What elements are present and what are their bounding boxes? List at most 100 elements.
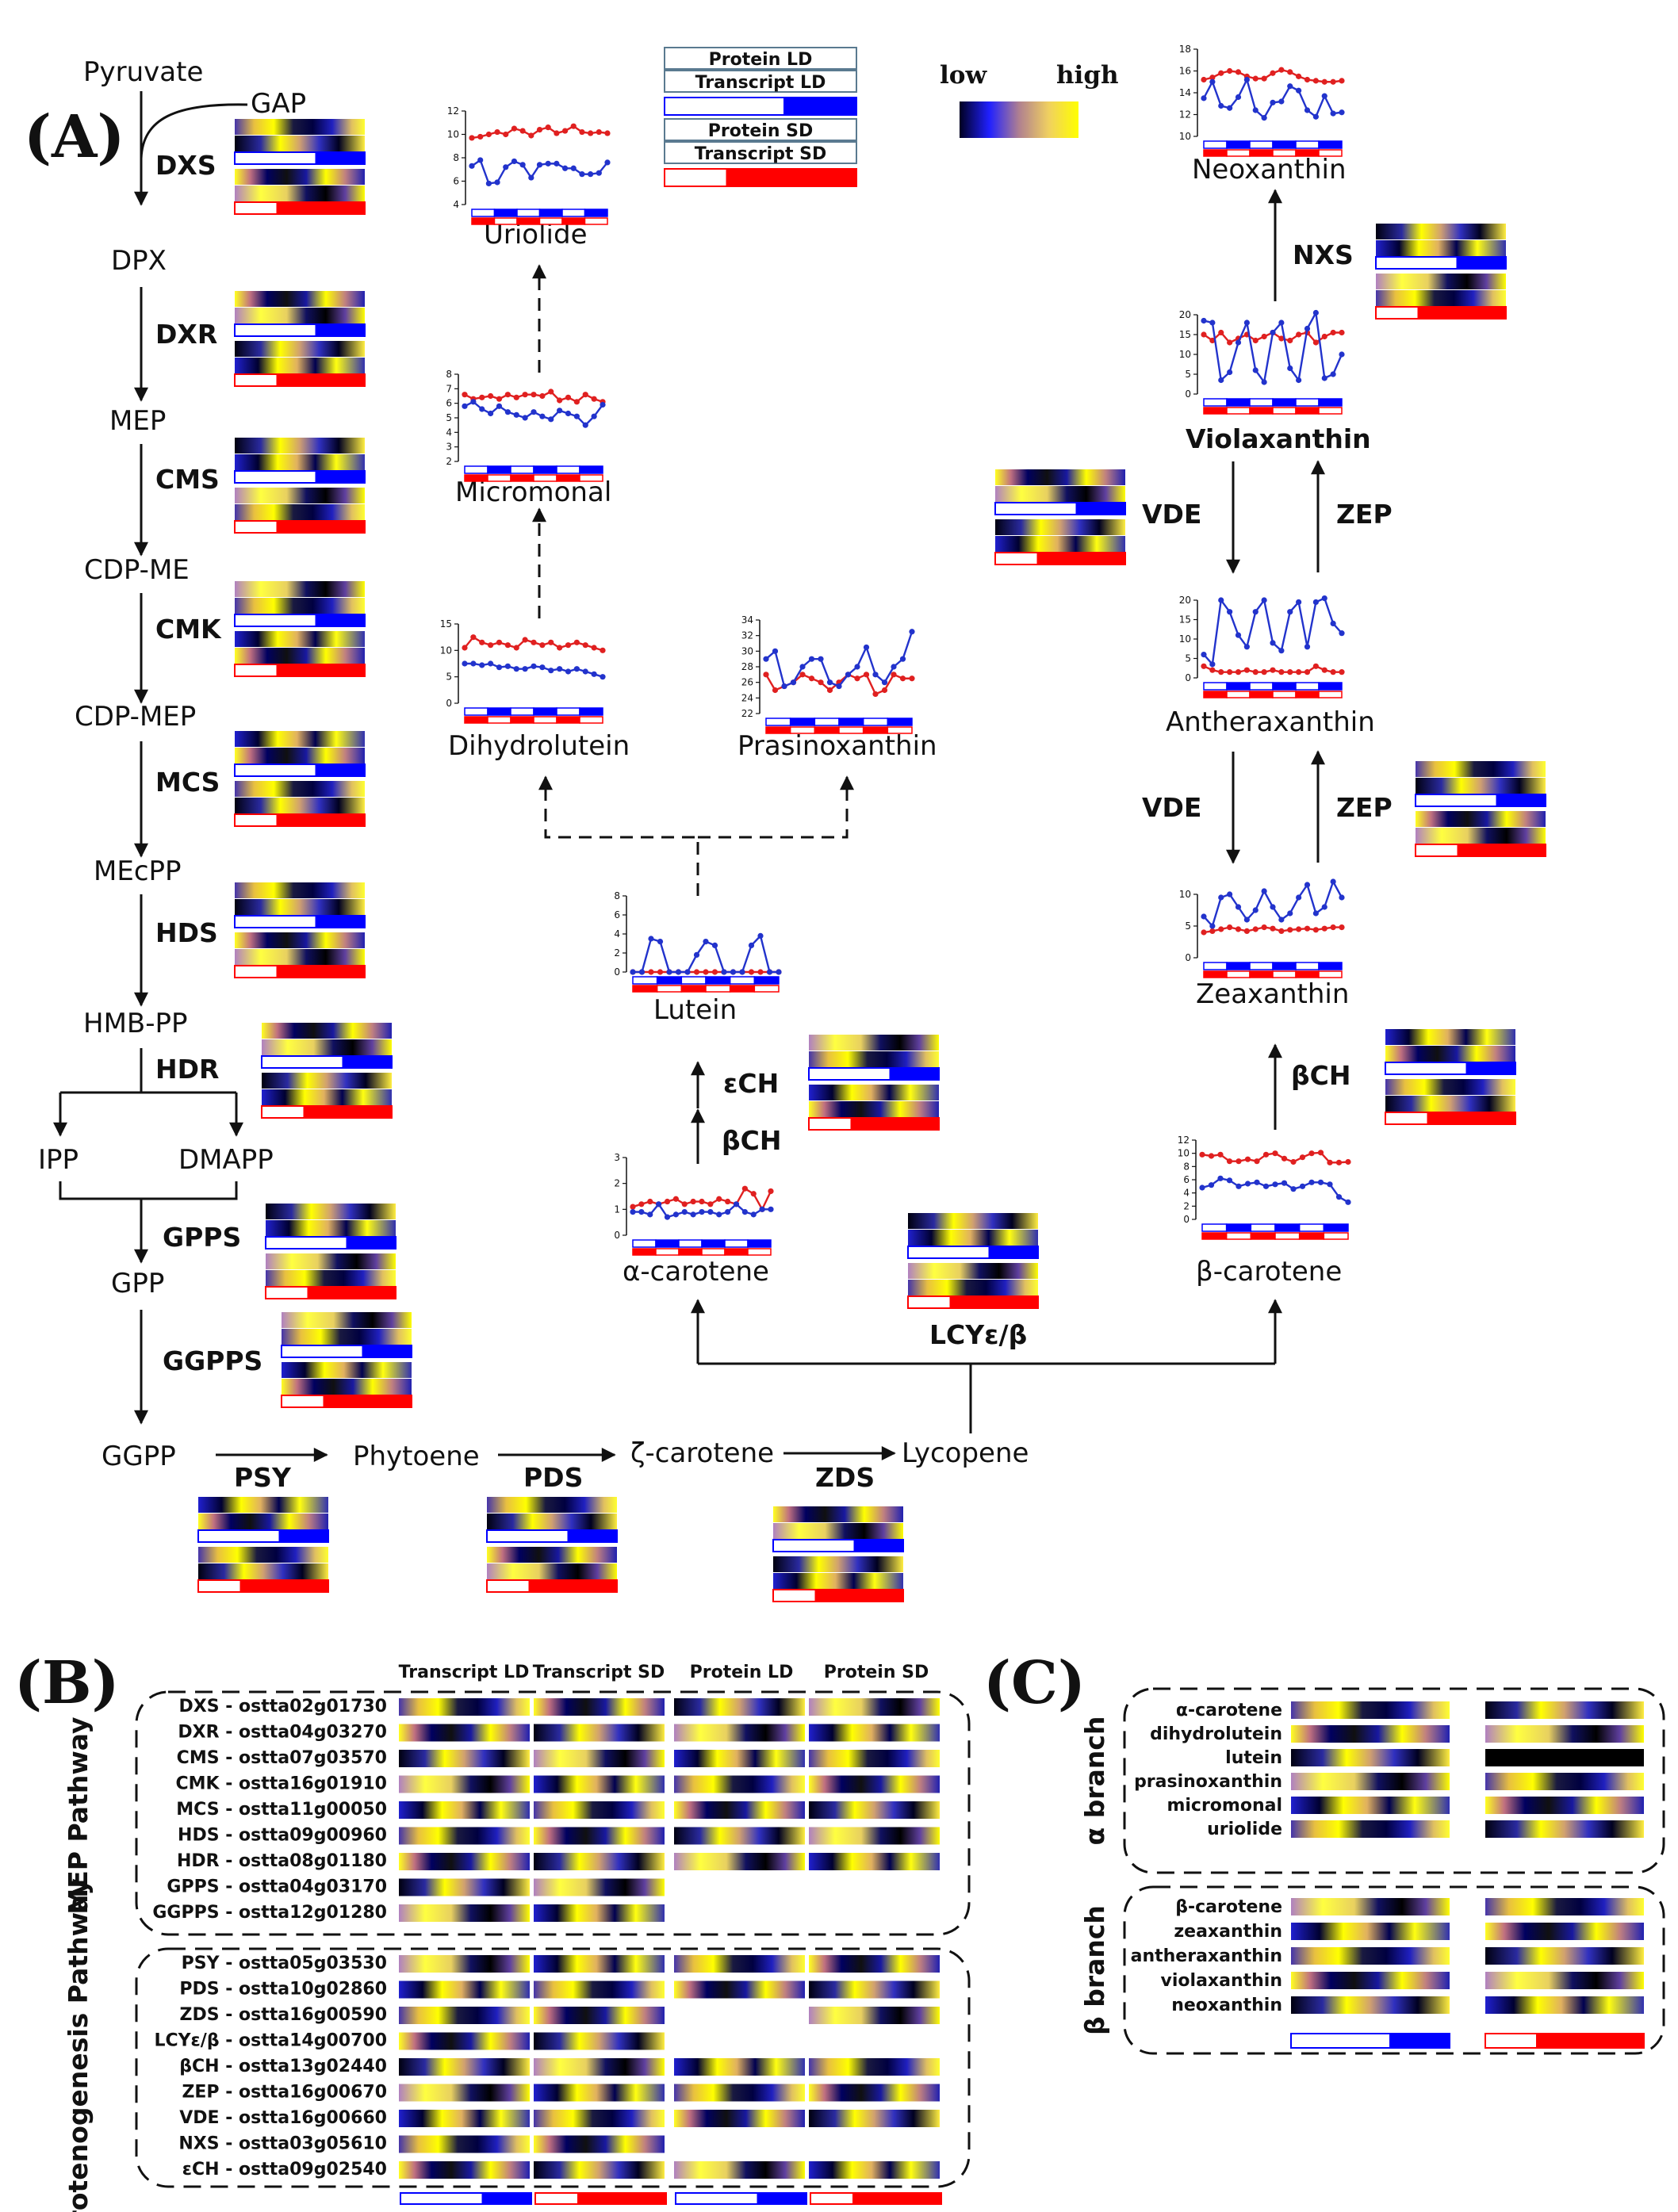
chart-10: 10 12 14 16 18 (1179, 44, 1345, 157)
chart-ytick: 3 (446, 442, 452, 453)
heatmap-row (265, 1236, 397, 1250)
heatmap-row (235, 731, 365, 747)
heatmap-row (198, 1497, 328, 1513)
heatmap-row (487, 1497, 617, 1513)
chart-point (1252, 669, 1258, 675)
chart-point (1272, 1150, 1278, 1157)
chart-point (545, 124, 551, 131)
metabolite-heat-sd (1485, 1972, 1644, 1989)
chart-ytick: 20 (1179, 595, 1191, 606)
chart-point (1226, 1158, 1233, 1165)
enzyme-vde-upper: VDE (1142, 499, 1201, 530)
gene-heat-cell (809, 2007, 940, 2024)
chart-point (1327, 1181, 1333, 1188)
chart-point (1296, 331, 1302, 338)
chart-point (1287, 69, 1293, 75)
heatmap-row (234, 323, 366, 337)
legend-protein-sd: Protein SD (708, 121, 814, 141)
chart-point (1201, 929, 1207, 936)
chart-point (462, 403, 468, 409)
chart-point (630, 969, 636, 975)
legend-transcript-ld: Transcript LD (695, 73, 826, 93)
gene-heat-cell (534, 1904, 665, 1922)
chart-ytick: 4 (453, 199, 459, 210)
chart-point (1272, 1181, 1278, 1188)
chart-point (666, 969, 672, 975)
gene-heat-cell (534, 2058, 665, 2076)
metabolite-label: dihydrolutein (1150, 1724, 1282, 1744)
enzyme-mcs: MCS (155, 767, 220, 798)
heatmap-gpps (265, 1204, 397, 1299)
metabolite-pyruvate: Pyruvate (83, 56, 203, 88)
enzyme-cmk: CMK (155, 614, 222, 645)
chart-2: 0 5 10 15 (440, 618, 606, 724)
heatmap-row (772, 1589, 904, 1602)
chart-ytick: 10 (1178, 1148, 1190, 1159)
chart-point (1287, 927, 1293, 933)
chart-point (548, 668, 554, 674)
metabolite-antheraxanthin: Antheraxanthin (1166, 706, 1375, 738)
chart-point (1287, 83, 1293, 90)
metabolite-label: prasinoxanthin (1134, 1772, 1282, 1792)
chart-point (513, 666, 519, 672)
chart-point (604, 130, 611, 136)
heatmap-row (1376, 290, 1506, 306)
metabolite-heat-ld (1291, 1701, 1450, 1719)
metabolite-label: uriolide (1207, 1820, 1282, 1839)
heatmap-row (234, 614, 366, 627)
gene-label: LCYɛ/β - ostta14g00700 (154, 2031, 387, 2051)
chart-point (528, 132, 534, 139)
chart-point (488, 642, 494, 649)
chart-point (1218, 669, 1224, 675)
chart-point (1296, 669, 1302, 675)
gene-heat-cell (674, 2110, 805, 2127)
gene-heat-cell (534, 2032, 665, 2050)
chart-ytick: 5 (446, 412, 452, 423)
caro-group-box (135, 1947, 971, 2188)
gene-row: LCYɛ/β - ostta14g00700 (154, 2031, 665, 2051)
heatmap-row (235, 781, 365, 797)
gene-heat-cell (809, 2110, 940, 2127)
chart-point (513, 394, 519, 400)
metabolite-heat-sd (1485, 1701, 1644, 1719)
chart-point (1227, 105, 1233, 111)
chart-point (1218, 377, 1224, 384)
gene-heat-cell (674, 1750, 805, 1767)
chart-ld-bar (1203, 962, 1343, 970)
chart-point (1261, 924, 1267, 931)
metabolite-heat-sd (1485, 1820, 1644, 1838)
gene-heat-cell (674, 1853, 805, 1870)
chart-sd-bar (1203, 149, 1343, 157)
chart-point (511, 125, 518, 132)
chart-point (1236, 1183, 1242, 1189)
chart-point (1270, 99, 1276, 105)
chart-6: 0 24 6 8 10 12 (1178, 1135, 1351, 1240)
chart-point (1218, 329, 1224, 336)
gene-heat-cell (399, 1698, 530, 1716)
gene-heat-cell (399, 1775, 530, 1793)
chart-point (1290, 1186, 1297, 1192)
chart-point (1209, 667, 1216, 673)
gene-heat-cell (399, 1980, 530, 1999)
heatmap-row (234, 373, 366, 387)
gene-heat-cell (534, 1750, 665, 1767)
chart-point (725, 1209, 731, 1215)
chart-point (1321, 333, 1327, 340)
heatmap-row (234, 965, 366, 978)
metabolite-mecpp: MEcPP (94, 855, 182, 887)
heatmap-cms (234, 438, 366, 534)
chart-3: 22 24 26 28 30 32 34 (741, 614, 915, 734)
chart-point (808, 675, 815, 682)
chart-point (1252, 107, 1258, 113)
chart-point (1243, 667, 1250, 673)
chart-point (750, 1191, 757, 1197)
chart-ytick: 6 (614, 909, 620, 920)
alpha-branch-label-text: α branch (1079, 1716, 1110, 1846)
chart-point (647, 1198, 653, 1205)
heatmap-row (282, 1362, 412, 1378)
metabolite-heat-ld (1291, 1725, 1450, 1743)
chart-ytick: 0 (1185, 388, 1191, 400)
chart-point (504, 392, 511, 398)
enzyme-hds: HDS (155, 917, 218, 948)
heatmap-pds (486, 1497, 618, 1593)
